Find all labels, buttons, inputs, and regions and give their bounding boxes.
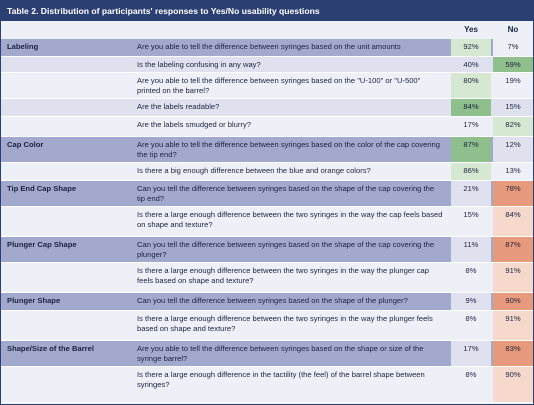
yes-percent: 84% xyxy=(451,99,491,117)
table-row: Is there a large enough difference betwe… xyxy=(1,311,533,341)
yes-percent: 8% xyxy=(451,367,491,403)
yes-percent: 17% xyxy=(451,117,491,137)
category-label xyxy=(1,163,137,181)
row-divider xyxy=(1,366,533,367)
yes-percent: 40% xyxy=(451,57,491,73)
row-divider xyxy=(1,180,533,181)
row-divider xyxy=(1,310,533,311)
yes-percent: 17% xyxy=(451,341,491,367)
question-text: Is there a large enough difference betwe… xyxy=(137,266,429,285)
category-label xyxy=(1,73,137,99)
table-row: Are the labels readable? 84% 15% xyxy=(1,99,533,117)
table-title: Table 2. Distribution of participants' r… xyxy=(1,1,533,21)
yes-percent: 92% xyxy=(451,39,491,57)
yes-percent: 15% xyxy=(451,207,491,237)
no-percent: 59% xyxy=(493,57,533,73)
yes-percent: 87% xyxy=(451,137,491,163)
table-row: Is the labeling confusing in any way? 40%… xyxy=(1,57,533,73)
table-row: Labeling Are you able to tell the differe… xyxy=(1,39,533,57)
no-percent: 84% xyxy=(493,207,533,237)
row-divider xyxy=(1,116,533,117)
category-label xyxy=(1,263,137,293)
question-text: Is there a large enough difference in th… xyxy=(137,370,425,389)
no-percent: 78% xyxy=(493,181,533,207)
row-divider xyxy=(1,98,533,99)
no-percent: 90% xyxy=(493,293,533,311)
question-text: Are the labels smudged or blurry? xyxy=(137,120,251,129)
question-text: Are you able to tell the difference betw… xyxy=(137,76,421,95)
category-label xyxy=(1,311,137,341)
yes-percent: 86% xyxy=(451,163,491,181)
question-text: Is there a large enough difference betwe… xyxy=(137,210,443,229)
table-row: Plunger Cap Shape Can you tell the differ… xyxy=(1,237,533,263)
no-percent: 12% xyxy=(493,137,533,163)
yes-percent: 9% xyxy=(451,293,491,311)
row-divider xyxy=(1,402,533,403)
question-text: Are you able to tell the difference betw… xyxy=(137,42,401,51)
category-label: Shape/Size of the Barrel xyxy=(1,341,137,367)
no-percent: 91% xyxy=(493,311,533,341)
no-percent: 7% xyxy=(493,39,533,57)
table-row: Plunger Shape Can you tell the difference… xyxy=(1,293,533,311)
yes-percent: 11% xyxy=(451,237,491,263)
question-text: Can you tell the difference between syri… xyxy=(137,296,408,305)
no-percent: 13% xyxy=(493,163,533,181)
table-row: Is there a large enough difference in th… xyxy=(1,367,533,403)
yes-percent: 21% xyxy=(451,181,491,207)
category-label xyxy=(1,57,137,73)
yes-column-header: Yes xyxy=(464,25,478,34)
category-label: Plunger Shape xyxy=(1,293,137,311)
row-divider xyxy=(1,340,533,341)
row-divider xyxy=(1,72,533,73)
row-divider xyxy=(1,56,533,57)
category-label xyxy=(1,207,137,237)
yes-percent: 80% xyxy=(451,73,491,99)
question-text: Can you tell the difference between syri… xyxy=(137,240,435,259)
row-divider xyxy=(1,236,533,237)
table-row: Is there a large enough difference betwe… xyxy=(1,263,533,293)
no-column-header: No xyxy=(507,25,519,34)
no-percent: 15% xyxy=(493,99,533,117)
question-text: Is there a large enough difference betwe… xyxy=(137,314,433,333)
row-divider xyxy=(1,162,533,163)
no-percent: 87% xyxy=(493,237,533,263)
no-percent: 83% xyxy=(493,341,533,367)
no-percent: 91% xyxy=(493,263,533,293)
row-divider xyxy=(1,262,533,263)
yes-percent: 8% xyxy=(451,263,491,293)
question-text: Are you able to tell the difference betw… xyxy=(137,344,424,363)
row-divider xyxy=(1,206,533,207)
row-divider xyxy=(1,136,533,137)
category-label: Plunger Cap Shape xyxy=(1,237,137,263)
table-row: Shape/Size of the Barrel Are you able to … xyxy=(1,341,533,367)
table-row: Tip End Cap Shape Can you tell the differ… xyxy=(1,181,533,207)
table-row: Are you able to tell the difference betw… xyxy=(1,73,533,99)
category-label: Cap Color xyxy=(1,137,137,163)
question-text: Can you tell the difference between syri… xyxy=(137,184,435,203)
row-divider xyxy=(1,292,533,293)
no-percent: 90% xyxy=(493,367,533,403)
no-percent: 19% xyxy=(493,73,533,99)
question-text: Is the labeling confusing in any way? xyxy=(137,60,261,69)
question-text: Are the labels readable? xyxy=(137,102,220,111)
question-text: Is there a big enough difference between… xyxy=(137,166,371,175)
category-label xyxy=(1,367,137,403)
question-text: Are you able to tell the difference betw… xyxy=(137,140,440,159)
category-label xyxy=(1,117,137,137)
category-label: Labeling xyxy=(1,39,137,57)
table-row: Is there a large enough difference betwe… xyxy=(1,207,533,237)
table-row: Cap Color Are you able to tell the differ… xyxy=(1,137,533,163)
no-percent: 82% xyxy=(493,117,533,137)
yes-percent: 8% xyxy=(451,311,491,341)
table-row: Are the labels smudged or blurry? 17% 82% xyxy=(1,117,533,137)
category-label xyxy=(1,99,137,117)
category-label: Tip End Cap Shape xyxy=(1,181,137,207)
table-row: Is there a big enough difference between… xyxy=(1,163,533,181)
